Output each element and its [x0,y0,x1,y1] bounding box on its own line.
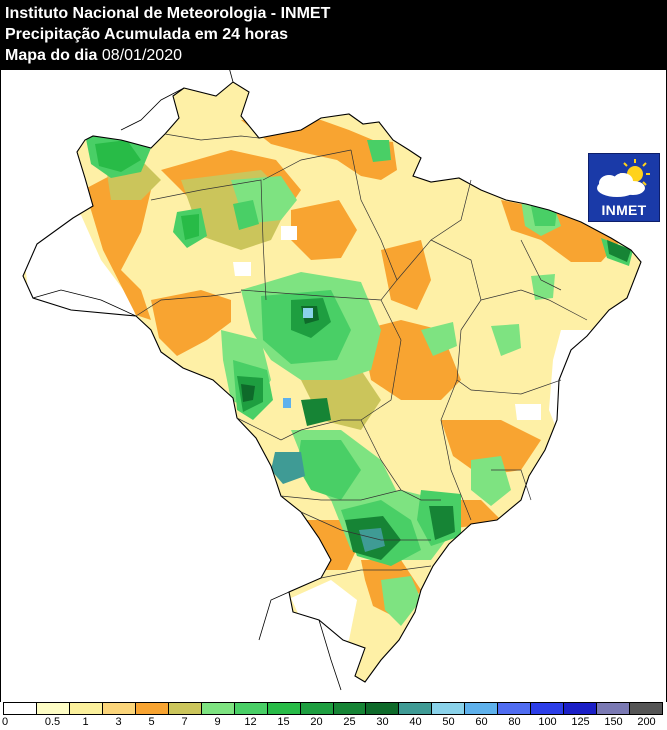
legend-tick-label: 3 [115,716,122,728]
cloud-sun-icon [597,159,650,197]
legend-swatch [267,703,301,714]
legend-tick-label: 9 [214,716,221,728]
legend-tick-label: 12 [244,716,257,728]
legend-swatch [135,703,169,714]
legend-swatch [597,703,631,714]
legend-tick-label: 80 [508,716,521,728]
legend-tick-label: 200 [637,716,656,728]
legend-labels: 0 0.5 1 3 5 7 9 12 15 20 25 30 40 50 60 80 100 125 150 200 [0,716,667,730]
legend-tick-label: 30 [376,716,389,728]
legend-swatch [333,703,367,714]
legend-tick-label: 100 [538,716,557,728]
legend-tick-label: 0.5 [44,716,61,728]
legend-tick-label: 125 [571,716,590,728]
legend-swatch [498,703,532,714]
logo-text: INMET [601,202,647,218]
legend-swatch [168,703,202,714]
brazil-outline [22,81,642,683]
legend-swatch [531,703,565,714]
legend-tick-label: 60 [475,716,488,728]
map-header: Instituto Nacional de Meteorologia - INM… [0,0,667,70]
legend-tick-label: 50 [442,716,455,728]
map-date-value: 08/01/2020 [101,47,182,64]
precipitation-fields [23,120,633,650]
legend-swatch [399,703,433,714]
legend-swatch [102,703,136,714]
precipitation-map: INMET [0,70,667,703]
legend-swatch [564,703,598,714]
legend-color-bar [3,702,663,715]
legend-swatch [36,703,70,714]
inmet-logo: INMET [588,153,660,222]
legend-swatch [366,703,400,714]
state-borders [135,133,588,579]
legend-tick-label: 5 [148,716,155,728]
brazil-precipitation-map [22,70,642,691]
legend-swatch [432,703,466,714]
legend-swatch [69,703,103,714]
legend-tick-label: 40 [409,716,422,728]
map-date-label: Mapa do dia [5,47,98,64]
legend-swatch [4,703,37,714]
legend-tick-label: 7 [181,716,188,728]
legend-tick-label: 15 [277,716,290,728]
product-title: Precipitação Acumulada em 24 horas [5,26,289,43]
legend-tick-label: 0 [2,716,9,728]
legend-swatch [630,703,663,714]
legend-swatch [465,703,499,714]
legend-tick-label: 150 [604,716,623,728]
institution-title: Instituto Nacional de Meteorologia - INM… [5,5,331,22]
country-borders [32,70,342,691]
legend-swatch [300,703,334,714]
map-date-line: Mapa do dia 08/01/2020 [5,46,182,65]
legend-swatch [234,703,268,714]
legend-tick-label: 25 [343,716,356,728]
legend-tick-label: 20 [310,716,323,728]
precipitation-legend: 0 0.5 1 3 5 7 9 12 15 20 25 30 40 50 60 80 100 125 150 200 [0,702,667,730]
legend-swatch [201,703,235,714]
legend-tick-label: 1 [82,716,89,728]
